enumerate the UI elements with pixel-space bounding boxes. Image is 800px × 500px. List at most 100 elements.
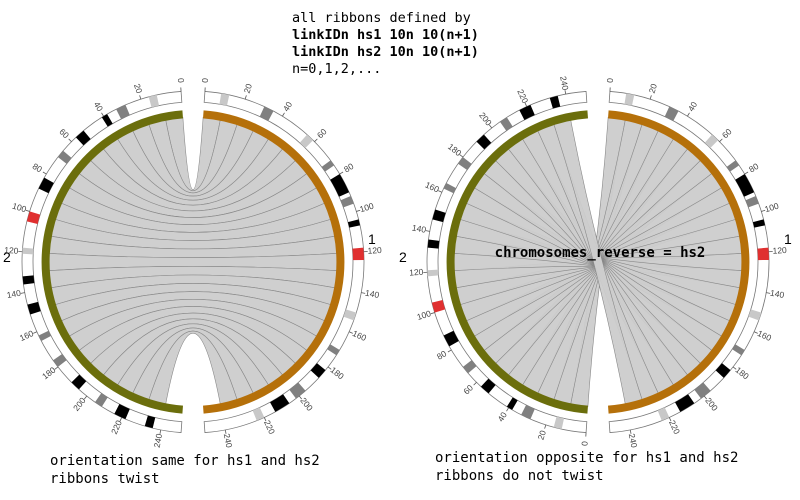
karyotype-band — [38, 330, 52, 342]
hs2-tick-label: 60 — [57, 127, 71, 141]
header-line-4: n=0,1,2,... — [292, 61, 382, 77]
hs2-tick-label: 80 — [31, 161, 44, 175]
karyotype-band — [219, 93, 230, 106]
karyotype-band — [427, 269, 439, 277]
hs2-tick-label: 200 — [477, 110, 494, 128]
hs2-tick-label: 0 — [176, 78, 186, 84]
karyotype-band — [22, 275, 35, 285]
tick-mark — [298, 395, 303, 400]
karyotype-band — [144, 415, 156, 429]
karyotype-band — [321, 160, 335, 172]
karyotype-band — [38, 177, 54, 194]
hs2-tick-label: 140 — [411, 222, 427, 234]
karyotype-band — [735, 174, 755, 197]
karyotype-band — [500, 117, 513, 131]
karyotype-band — [289, 382, 306, 399]
hs2-tick-label: 180 — [40, 365, 58, 382]
karyotype-band — [664, 106, 679, 121]
tick-mark — [68, 138, 72, 142]
hs2-karyotype — [426, 90, 588, 434]
tick-mark — [339, 171, 344, 175]
karyotype-band — [748, 309, 762, 321]
right-center-label: chromosomes_reverse = hs2 — [495, 245, 706, 261]
karyotype-band — [148, 94, 160, 108]
hs1-tick-label: 180 — [734, 365, 752, 382]
tick-mark — [649, 95, 652, 100]
tick-mark — [524, 102, 528, 107]
hs1-ideogram — [608, 110, 750, 414]
karyotype-band — [675, 394, 695, 412]
header-line-1: all ribbons defined by — [292, 10, 471, 26]
karyotype-band — [427, 239, 440, 249]
tick-mark — [488, 124, 493, 129]
karyotype-band — [53, 353, 67, 367]
tick-mark — [224, 429, 227, 434]
left-caption-line-1: orientation same for hs1 and hs2 — [50, 453, 320, 469]
karyotype-band — [352, 247, 364, 261]
hs2-tick-label: 240 — [558, 75, 571, 91]
tick-mark — [263, 417, 267, 422]
karyotype-band — [259, 106, 274, 121]
hs2-tick-label: 20 — [132, 82, 144, 94]
tick-mark — [159, 429, 162, 434]
tick-mark — [348, 331, 353, 334]
hs2-ideogram — [41, 110, 183, 414]
karyotype-band — [330, 174, 350, 197]
karyotype-band — [26, 211, 41, 224]
hs2-tick-label: 120 — [4, 245, 19, 256]
tick-mark — [473, 382, 477, 386]
karyotype-band — [715, 363, 731, 378]
hs1-tick-label: 80 — [747, 161, 760, 175]
karyotype-band — [519, 104, 535, 120]
hs1-tick-label: 60 — [720, 126, 734, 140]
hs2-tick-label: 100 — [11, 201, 28, 215]
tick-mark — [361, 292, 366, 294]
tick-mark — [425, 230, 430, 232]
hs2-ideogram — [446, 110, 588, 414]
tick-mark — [668, 417, 672, 422]
karyotype-band — [726, 160, 740, 172]
right-karyotype-bands — [426, 90, 770, 434]
karyotype-band — [71, 374, 87, 390]
tick-mark — [753, 331, 758, 334]
tick-mark — [703, 395, 708, 400]
tick-mark — [438, 190, 443, 193]
tick-mark — [356, 209, 361, 212]
hs2-tick-label: 40 — [495, 410, 509, 424]
right-circos-plot: 0 20 40 60 80 100 120 140 160 180 200 220 240 0 20 40 60… — [409, 75, 787, 449]
tick-mark — [33, 331, 38, 334]
hs2-tick-label: 160 — [424, 180, 441, 195]
karyotype-band — [95, 393, 108, 407]
header-line-3: linkIDn hs2 10n 10(n+1) — [292, 44, 479, 60]
karyotype-band — [462, 360, 477, 374]
karyotype-band — [431, 300, 446, 313]
karyotype-band — [732, 344, 745, 356]
hs2-tick-label: 80 — [435, 348, 448, 362]
karyotype-band — [694, 382, 711, 399]
karyotype-band — [704, 134, 719, 149]
karyotype-band — [343, 309, 357, 321]
tick-mark — [629, 429, 632, 434]
tick-mark — [42, 171, 47, 175]
hs1-tick-label: 240 — [222, 433, 235, 449]
hs1-ideogram — [203, 110, 345, 414]
hs1-tick-label: 100 — [763, 201, 780, 215]
karyotype-band — [116, 104, 130, 120]
hs1-tick-label: 220 — [262, 419, 277, 436]
hs2-tick-label: 100 — [416, 308, 433, 322]
left-ideograms — [41, 110, 345, 414]
karyotype-band — [101, 114, 113, 127]
hs2-tick-label: 240 — [152, 432, 165, 448]
karyotype-band — [57, 150, 72, 164]
tick-mark — [564, 90, 567, 95]
hs1-tick-label: 20 — [647, 82, 659, 94]
tick-mark — [687, 112, 690, 117]
karyotype-band — [757, 247, 769, 261]
right-ribbons — [452, 117, 744, 407]
tick-mark — [282, 112, 285, 117]
karyotype-band — [549, 95, 561, 109]
hs1-tick-label: 160 — [351, 328, 368, 343]
hs1-tick-label: 80 — [342, 161, 355, 175]
karyotype-band — [114, 404, 130, 420]
